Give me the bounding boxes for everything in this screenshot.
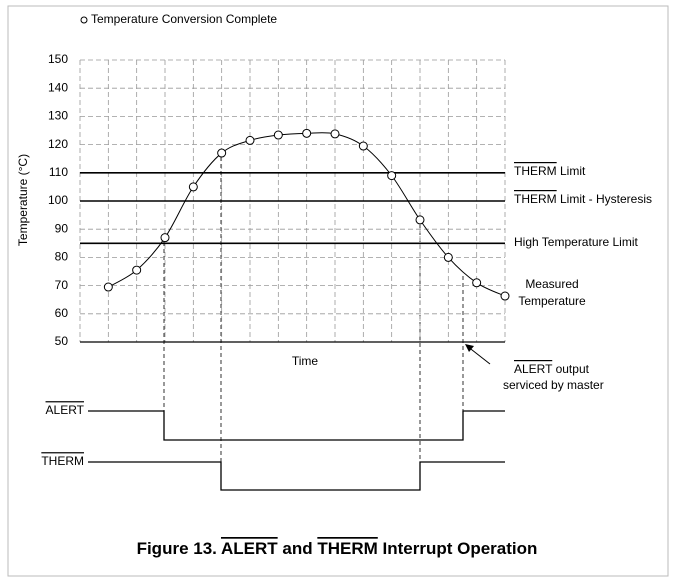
figure-title: Figure 13. ALERT and THERM Interrupt Ope…: [137, 539, 538, 558]
y-tick-label: 150: [48, 52, 68, 66]
x-axis-label: Time: [292, 354, 319, 368]
conversion-point: [273, 130, 283, 140]
conversion-point: [160, 233, 170, 243]
conversion-point: [472, 278, 482, 288]
conversion-point: [217, 148, 227, 158]
frame: [7, 5, 669, 577]
y-tick-label: 50: [55, 334, 69, 348]
annotation: serviced by master: [503, 378, 604, 392]
conversion-point: [330, 129, 340, 139]
y-tick-label: 130: [48, 109, 68, 123]
annotation-text: output: [552, 362, 589, 376]
conversion-point: [188, 182, 198, 192]
title-part: Figure 13.: [137, 539, 221, 558]
y-tick-label: 100: [48, 193, 68, 207]
conversion-point: [103, 282, 113, 292]
legend-marker: [80, 16, 88, 24]
conversion-point: [415, 215, 425, 225]
limit-label-signal: THERM: [514, 192, 557, 206]
signal-label: ALERT: [46, 403, 85, 417]
y-tick-label: 60: [55, 306, 69, 320]
limit-label-text: Limit: [557, 164, 586, 178]
y-tick-label: 80: [55, 250, 69, 264]
title-part: THERM: [317, 539, 377, 558]
annotation: ALERT output: [514, 362, 590, 376]
annotation-arrowhead: [465, 344, 474, 352]
legend-label: Temperature Conversion Complete: [91, 12, 277, 26]
y-tick-label: 120: [48, 137, 68, 151]
title-part: ALERT: [221, 539, 278, 558]
limit-label: THERM Limit: [514, 164, 586, 178]
conversion-point: [245, 135, 255, 145]
alert-waveform: [88, 410, 505, 441]
y-axis-label: Temperature (°C): [16, 154, 30, 246]
conversion-point: [132, 265, 142, 275]
title-part: Interrupt Operation: [378, 539, 538, 558]
limit-label-signal: THERM: [514, 164, 557, 178]
limit-label: High Temperature Limit: [514, 235, 638, 249]
signal-label: THERM: [41, 454, 84, 468]
series-label: Temperature: [518, 294, 586, 308]
therm-waveform: [88, 461, 505, 491]
conversion-point: [387, 171, 397, 181]
y-tick-label: 70: [55, 278, 69, 292]
title-part: and: [278, 539, 318, 558]
y-tick-label: 140: [48, 80, 68, 94]
y-tick-label: 90: [55, 221, 69, 235]
conversion-point: [358, 141, 368, 151]
limit-label: THERM Limit - Hysteresis: [514, 192, 652, 206]
limit-label-text: Limit - Hysteresis: [557, 192, 652, 206]
conversion-point: [443, 252, 453, 262]
annotation-signal: ALERT: [514, 362, 553, 376]
conversion-point: [302, 128, 312, 138]
series-label: Measured: [525, 277, 578, 291]
y-tick-label: 110: [49, 165, 68, 179]
conversion-point: [500, 291, 510, 301]
